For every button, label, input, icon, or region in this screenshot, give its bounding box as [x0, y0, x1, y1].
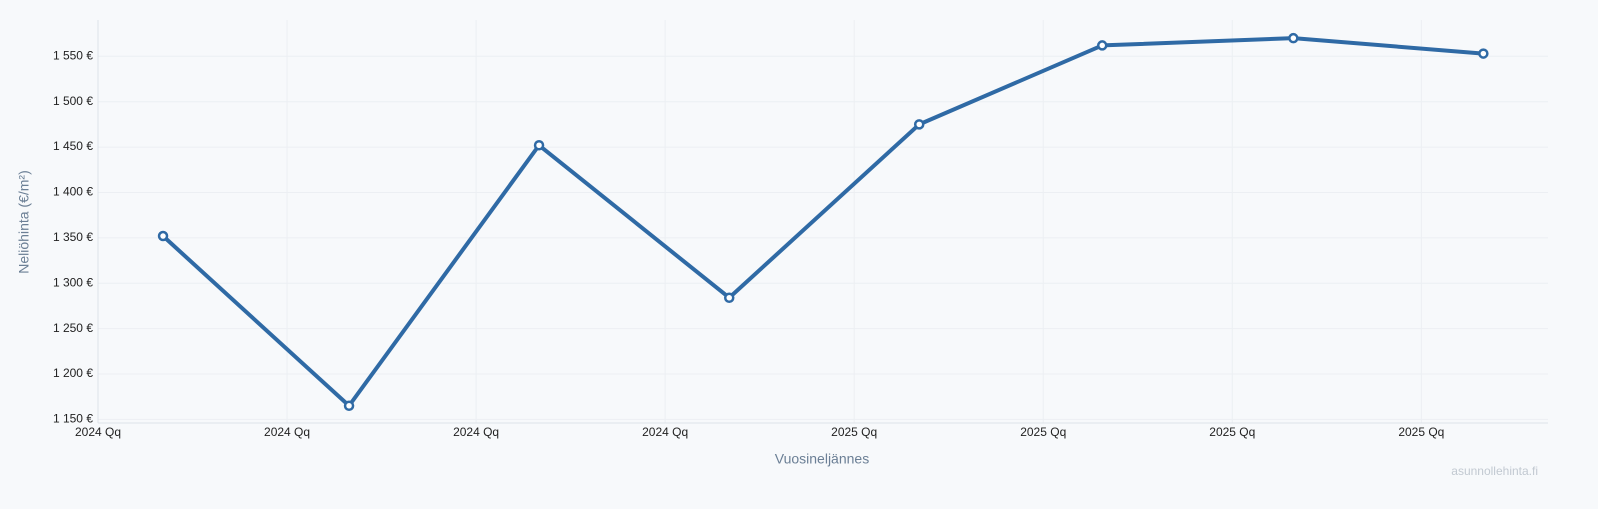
- y-tick-label: 1 150 €: [53, 412, 93, 426]
- x-tick-label: 2025 Qq: [1398, 425, 1444, 439]
- x-tick-label: 2025 Qq: [1020, 425, 1066, 439]
- y-tick-label: 1 250 €: [53, 321, 93, 335]
- y-tick-label: 1 400 €: [53, 185, 93, 199]
- y-axis-label: Neliöhinta (€/m²): [16, 170, 32, 273]
- point: [157, 230, 169, 242]
- y-tick-label: 1 550 €: [53, 48, 93, 62]
- x-axis-label: Vuosineljännes: [775, 451, 869, 467]
- x-tick-label: 2025 Qq: [831, 425, 877, 439]
- point: [723, 292, 735, 303]
- y-tick-label: 1 450 €: [53, 139, 93, 153]
- point: [1288, 32, 1299, 44]
- point: [343, 400, 355, 412]
- x-tick-label: 2024 Qq: [264, 425, 310, 439]
- y-tick-label: 1 300 €: [53, 275, 93, 289]
- x-tick-label: 2024 Qq: [453, 425, 499, 439]
- point: [1096, 40, 1108, 51]
- x-tick-label: 2024 Qq: [75, 425, 121, 439]
- x-tick-label: 2025 Qq: [1209, 425, 1255, 439]
- point: [533, 140, 545, 151]
- y-tick-label: 1 200 €: [53, 366, 93, 380]
- watermark: asunnollehinta.fi: [1451, 464, 1538, 478]
- line: [161, 36, 1484, 408]
- point: [913, 119, 925, 130]
- y-tick-label: 1 350 €: [53, 230, 93, 244]
- point: [1478, 48, 1489, 59]
- y-tick-label: 1 500 €: [53, 94, 93, 108]
- x-tick-label: 2024 Qq: [642, 425, 688, 439]
